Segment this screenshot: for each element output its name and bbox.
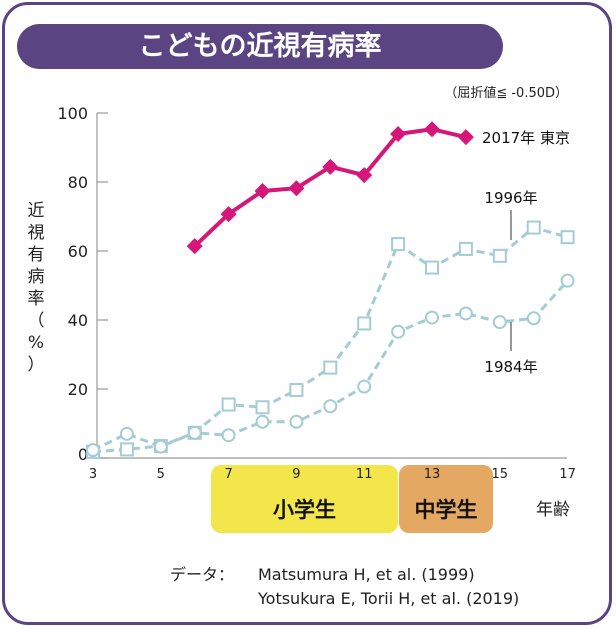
- data-point-diamond: [457, 129, 474, 146]
- x-tick-label: 17: [559, 467, 576, 482]
- data-point-circle: [255, 414, 270, 429]
- data-point-square: [560, 230, 575, 245]
- source-ref: Yotsukura E, Torii H, et al. (2019): [258, 589, 520, 608]
- data-point-square: [391, 237, 406, 252]
- data-point-circle: [153, 439, 168, 454]
- series-line: [193, 127, 467, 248]
- y-tick-label: 100: [57, 104, 88, 123]
- data-point-circle: [560, 273, 575, 288]
- data-point-square: [221, 397, 236, 412]
- data-point-circle: [187, 425, 202, 440]
- school-band: [211, 465, 398, 533]
- data-point-diamond: [186, 238, 203, 255]
- data-point-circle: [86, 443, 100, 458]
- data-point-circle: [526, 311, 541, 326]
- data-point-diamond: [288, 180, 305, 197]
- data-point-circle: [391, 324, 406, 339]
- y-axis-label: 近視有病率（%）: [27, 201, 45, 375]
- data-source: データ： Matsumura H, et al. (1999) Yotsukur…: [170, 563, 519, 608]
- band-label: 小学生: [273, 498, 336, 522]
- x-tick-label: 15: [492, 467, 509, 482]
- data-point-square: [323, 360, 338, 375]
- x-tick-label: 13: [424, 467, 441, 482]
- data-point-square: [357, 316, 372, 331]
- x-axis-label: 年齢: [536, 500, 570, 520]
- y-tick-label: 60: [68, 242, 88, 261]
- x-tick-label: 5: [157, 467, 165, 482]
- x-tick-label: 11: [356, 467, 373, 482]
- data-point-diamond: [356, 167, 373, 184]
- data-point-diamond: [390, 126, 407, 143]
- school-band: [399, 465, 493, 533]
- chart-title: こどもの近視有病率: [17, 24, 503, 69]
- data-point-square: [526, 220, 541, 235]
- data-point-circle: [425, 310, 439, 325]
- refraction-note: （屈折値≦ -0.50D）: [444, 86, 568, 101]
- data-point-square: [255, 400, 270, 415]
- series-label-1984: 1984年: [484, 358, 537, 376]
- data-point-diamond: [424, 121, 440, 138]
- data-point-square: [492, 248, 507, 263]
- data-point-circle: [357, 379, 372, 394]
- series-label-2017: 2017年 東京: [482, 129, 570, 147]
- data-point-square: [289, 383, 304, 398]
- y-tick-label: 0: [78, 445, 88, 464]
- data-point-circle: [221, 428, 236, 443]
- data-point-diamond: [220, 206, 237, 223]
- data-point-diamond: [322, 158, 339, 175]
- x-tick-label: 7: [224, 467, 232, 482]
- y-tick-label: 40: [68, 311, 88, 330]
- data-point-circle: [289, 414, 304, 429]
- source-ref: Matsumura H, et al. (1999): [258, 565, 475, 584]
- data-point-circle: [323, 399, 338, 414]
- data-point-diamond: [254, 182, 271, 199]
- y-tick-label: 80: [68, 173, 88, 192]
- band-label: 中学生: [415, 498, 478, 522]
- data-point-circle: [492, 315, 507, 330]
- series-label-1996: 1996年: [484, 189, 537, 207]
- x-tick-label: 3: [89, 467, 97, 482]
- data-point-circle: [458, 306, 473, 321]
- data-point-circle: [119, 426, 134, 441]
- data-point-square: [425, 260, 439, 275]
- data-point-square: [458, 241, 473, 256]
- y-tick-label: 20: [68, 380, 88, 399]
- source-label: データ：: [170, 565, 235, 584]
- data-point-square: [119, 442, 134, 457]
- x-tick-label: 9: [292, 467, 300, 482]
